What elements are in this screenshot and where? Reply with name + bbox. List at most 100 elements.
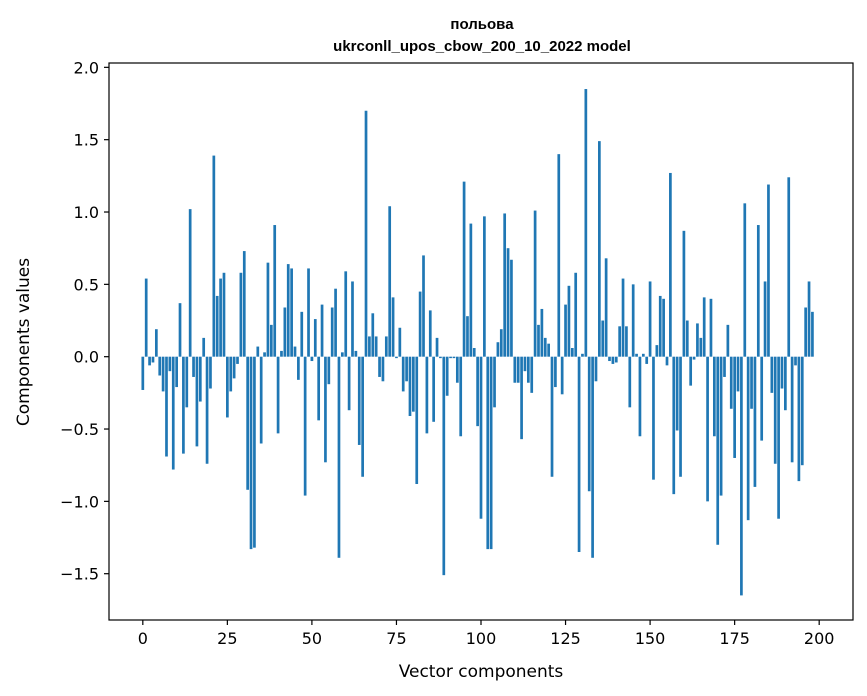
bar xyxy=(198,356,202,402)
bar xyxy=(479,356,483,519)
bar xyxy=(733,356,736,458)
bar xyxy=(398,327,402,357)
y-tick-label: 1.5 xyxy=(74,131,99,150)
bar xyxy=(368,336,371,357)
bar xyxy=(611,356,615,364)
bar xyxy=(381,356,385,382)
bar xyxy=(790,356,794,463)
bar xyxy=(608,356,611,362)
bar xyxy=(462,181,466,357)
bar xyxy=(313,319,317,357)
bar xyxy=(645,356,649,364)
bar xyxy=(239,272,243,357)
bar xyxy=(699,337,703,357)
bar xyxy=(388,206,392,357)
y-tick-label: −1.0 xyxy=(60,492,99,511)
x-tick-label: 25 xyxy=(217,629,237,648)
x-tick-label: 50 xyxy=(302,629,322,648)
bar xyxy=(675,356,679,431)
bar xyxy=(449,356,452,359)
bar xyxy=(483,216,486,357)
bar xyxy=(361,356,364,477)
y-tick-label: 0.0 xyxy=(74,348,99,367)
bar xyxy=(672,356,676,495)
bar xyxy=(570,348,574,357)
x-tick-label: 150 xyxy=(635,629,666,648)
bar xyxy=(614,356,618,363)
x-tick-label: 125 xyxy=(550,629,581,648)
bar xyxy=(405,356,408,382)
bar xyxy=(760,356,764,441)
bar xyxy=(513,356,517,383)
bar xyxy=(246,356,250,490)
bar xyxy=(807,281,811,357)
bar xyxy=(161,356,165,392)
bar xyxy=(232,356,236,379)
bar xyxy=(226,356,229,418)
bar xyxy=(253,356,256,548)
bar xyxy=(604,258,608,357)
bar xyxy=(229,356,233,392)
y-tick-label: −0.5 xyxy=(60,420,99,439)
bar xyxy=(290,268,293,357)
bar xyxy=(395,356,398,359)
bar xyxy=(489,356,493,550)
bar xyxy=(273,225,277,357)
bar xyxy=(763,281,767,357)
bar xyxy=(425,356,429,434)
bar xyxy=(669,172,672,357)
bars-group xyxy=(141,89,814,596)
bar xyxy=(811,311,814,357)
bar xyxy=(780,356,784,389)
bar xyxy=(283,307,287,357)
bar xyxy=(787,177,791,357)
bar xyxy=(641,353,645,357)
bar xyxy=(794,356,797,366)
x-tick-label: 100 xyxy=(466,629,497,648)
bar xyxy=(685,320,689,357)
bar xyxy=(743,203,747,357)
bar xyxy=(530,356,534,393)
bar xyxy=(178,303,182,357)
bar xyxy=(195,356,199,447)
bar xyxy=(236,356,239,364)
bar xyxy=(594,356,598,382)
bar xyxy=(598,141,601,357)
bar xyxy=(648,281,652,357)
bar xyxy=(712,356,716,437)
chart-title: польова xyxy=(450,16,514,33)
bar xyxy=(696,323,699,357)
plot-area xyxy=(108,62,854,621)
bar xyxy=(266,262,270,357)
chart-subtitle: ukrconll_upos_cbow_200_10_2022 model xyxy=(333,38,631,55)
bar xyxy=(516,356,520,383)
bar xyxy=(320,304,324,357)
bar xyxy=(550,356,554,477)
bar xyxy=(665,356,669,366)
bar xyxy=(496,342,500,357)
bar xyxy=(205,356,209,464)
bar xyxy=(154,329,158,357)
bar xyxy=(797,356,801,482)
bar xyxy=(168,356,172,372)
bar xyxy=(618,326,622,357)
y-tick-label: −1.5 xyxy=(60,565,99,584)
bar xyxy=(401,356,405,392)
bar xyxy=(662,298,665,357)
bar xyxy=(729,356,733,409)
bar xyxy=(557,154,561,357)
bar xyxy=(310,356,314,362)
bar xyxy=(716,356,720,545)
bar xyxy=(415,356,419,485)
bar xyxy=(286,264,290,357)
bar xyxy=(736,356,740,392)
bar xyxy=(554,356,557,388)
bar xyxy=(506,248,510,357)
bar xyxy=(581,353,584,357)
bar xyxy=(259,356,263,444)
bar xyxy=(334,288,337,357)
bar xyxy=(652,356,655,480)
bar xyxy=(587,356,591,492)
bar xyxy=(303,356,307,496)
bar xyxy=(391,297,395,357)
